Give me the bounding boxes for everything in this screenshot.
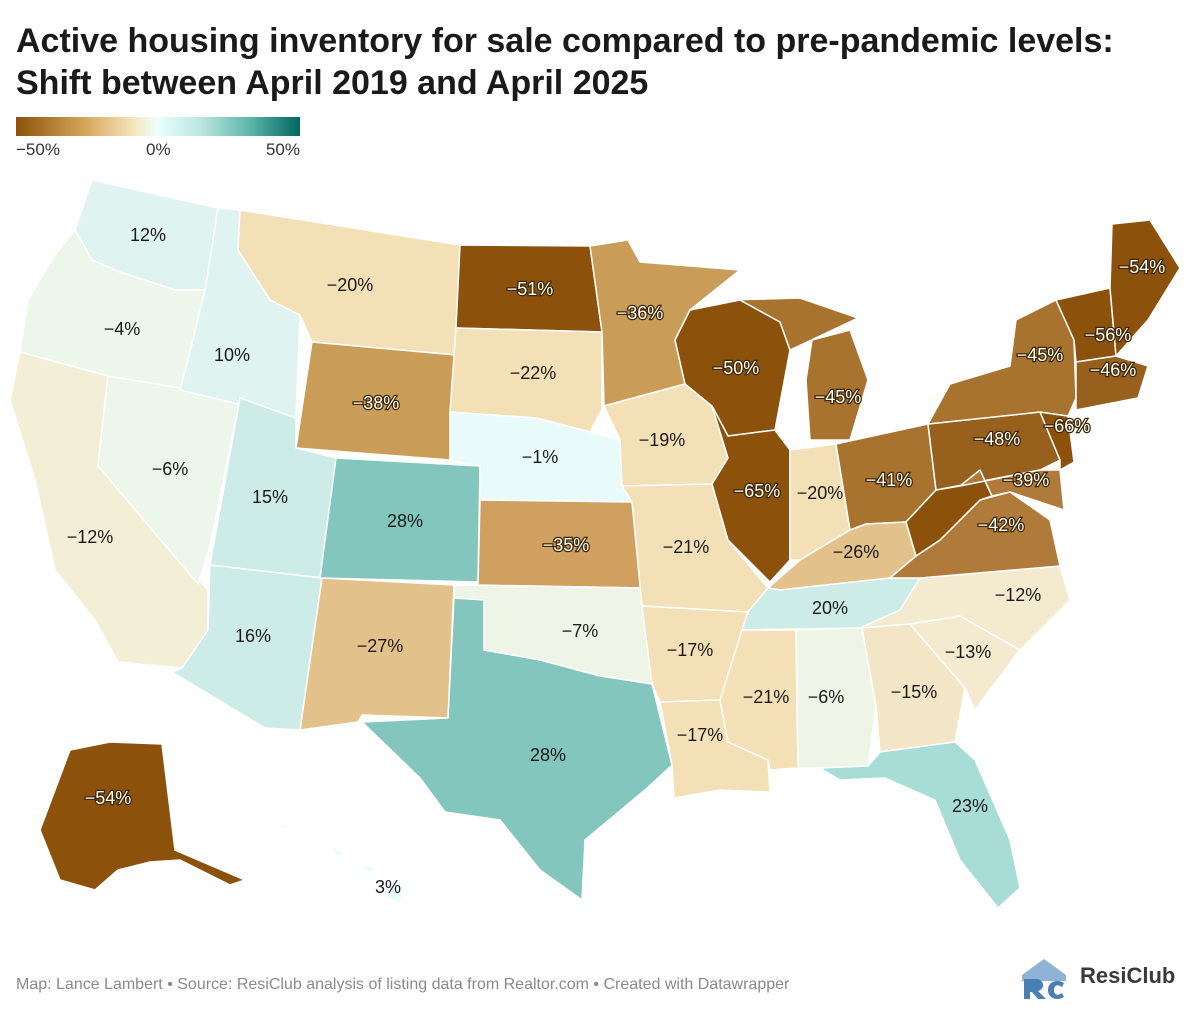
label-ID: 10% (214, 345, 250, 365)
label-TX: 28% (530, 745, 566, 765)
label-UT: 15% (252, 487, 288, 507)
state-MI[interactable] (729, 297, 869, 441)
resiclub-logo-icon (1022, 959, 1066, 999)
label-IA: −19% (639, 430, 686, 450)
label-WY: −38% (353, 393, 400, 413)
label-WV: −39% (1003, 470, 1050, 490)
label-WI: −50% (713, 358, 760, 378)
label-MS: −21% (743, 687, 790, 707)
label-PA: −48% (974, 429, 1021, 449)
label-NC: −12% (995, 585, 1042, 605)
label-GA: −15% (891, 682, 938, 702)
state-FL[interactable] (819, 741, 1021, 909)
state-value-labels: 12% −4% −12% 10% −6% −20% −38% 15% 16% 2… (67, 225, 1167, 897)
color-legend: −50% 0% 50% (16, 117, 300, 159)
label-OH: −41% (866, 470, 913, 490)
label-NJ: −66% (1044, 416, 1091, 436)
label-ME: −54% (1119, 257, 1166, 277)
label-NY: −45% (1017, 345, 1064, 365)
label-VT: −56% (1085, 325, 1132, 345)
label-MA: −46% (1090, 360, 1137, 380)
legend-min-label: −50% (16, 140, 60, 159)
state-TX[interactable] (361, 597, 673, 901)
brand-name: ResiClub (1080, 963, 1176, 988)
legend-max-label: 50% (265, 140, 300, 159)
label-VA: −42% (978, 515, 1025, 535)
label-AL: −6% (808, 687, 845, 707)
label-LA: −17% (677, 725, 724, 745)
label-AR: −17% (667, 640, 714, 660)
label-TN: 20% (812, 598, 848, 618)
label-KS: −35% (543, 535, 590, 555)
source-footer: Map: Lance Lambert • Source: ResiClub an… (16, 976, 790, 993)
label-AK: −54% (85, 788, 132, 808)
label-ND: −51% (507, 279, 554, 299)
us-map: 12% −4% −12% 10% −6% −20% −38% 15% 16% 2… (0, 170, 1200, 950)
state-HI[interactable] (277, 821, 405, 905)
label-MT: −20% (327, 275, 374, 295)
label-SD: −22% (510, 363, 557, 383)
label-KY: −26% (833, 542, 880, 562)
label-SC: −13% (945, 642, 992, 662)
label-MN: −36% (617, 303, 664, 323)
label-IN: −20% (797, 483, 844, 503)
state-NY[interactable] (927, 299, 1077, 425)
label-CO: 28% (387, 511, 423, 531)
legend-mid-label: 0% (146, 140, 171, 159)
label-OK: −7% (562, 621, 599, 641)
label-NM: −27% (357, 636, 404, 656)
state-MD-DE[interactable] (959, 469, 1065, 511)
state-ME[interactable] (1109, 219, 1181, 357)
chart-title: Active housing inventory for sale compar… (16, 22, 1114, 102)
label-WA: 12% (130, 225, 166, 245)
label-CA: −12% (67, 527, 114, 547)
label-IL: −65% (734, 481, 781, 501)
label-OR: −4% (104, 319, 141, 339)
label-MI: −45% (815, 387, 862, 407)
label-NV: −6% (152, 459, 189, 479)
state-MA-CT-RI[interactable] (1075, 355, 1149, 411)
label-NE: −1% (522, 447, 559, 467)
legend-gradient-bar (16, 117, 300, 136)
state-IL[interactable] (711, 405, 791, 583)
label-FL: 23% (952, 796, 988, 816)
resiclub-logo[interactable]: ResiClub (1018, 955, 1188, 999)
label-MO: −21% (663, 537, 710, 557)
label-HI: 3% (375, 877, 401, 897)
state-AK[interactable] (39, 741, 246, 891)
label-AZ: 16% (235, 626, 271, 646)
